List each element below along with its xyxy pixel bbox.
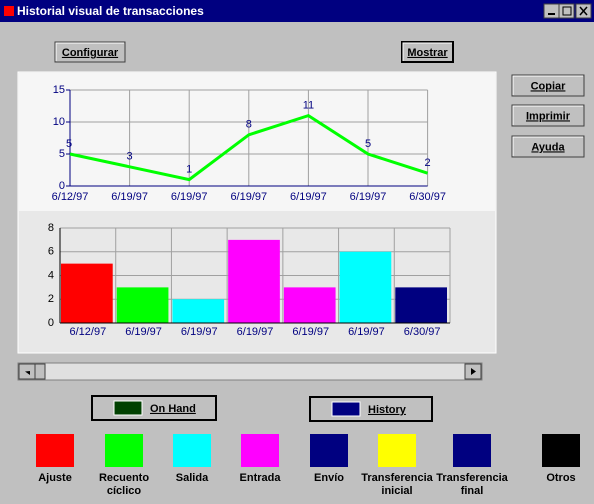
y-tick-label: 8: [48, 222, 54, 234]
y-tick-label: 0: [48, 317, 54, 329]
legend-label: Recuento: [99, 472, 149, 484]
button-label: Configurar: [62, 47, 119, 59]
scrollbar[interactable]: [17, 362, 483, 381]
x-tick-label: 6/19/97: [237, 326, 274, 338]
y-tick-label: 10: [53, 116, 65, 128]
x-tick-label: 6/12/97: [70, 326, 107, 338]
legend-swatch: [310, 434, 348, 467]
data-label: 5: [365, 138, 371, 150]
title-bar: [0, 0, 594, 22]
button-label: On Hand: [150, 403, 196, 415]
bar: [339, 251, 392, 323]
legend-label: cíclico: [107, 485, 142, 497]
y-tick-label: 15: [53, 84, 65, 96]
x-tick-label: 6/19/97: [125, 326, 162, 338]
button[interactable]: [511, 135, 585, 158]
bar: [283, 287, 336, 323]
button[interactable]: [511, 74, 585, 97]
bar: [395, 287, 447, 323]
button-label: Ayuda: [531, 141, 565, 153]
button[interactable]: [309, 396, 433, 422]
button-highlight: [512, 136, 583, 156]
y-tick-label: 2: [48, 293, 54, 305]
window-title: Historial visual de transacciones: [17, 4, 204, 18]
legend-label: Transferencia: [361, 472, 433, 484]
button[interactable]: [54, 41, 126, 63]
button-label: Copiar: [531, 80, 567, 92]
legend-swatch: [241, 434, 279, 467]
close-glyph: [579, 6, 588, 16]
legend-swatch: [105, 434, 143, 467]
button-highlight: [512, 105, 583, 125]
bar: [116, 287, 169, 323]
data-label: 1: [186, 164, 192, 176]
button[interactable]: [511, 104, 585, 127]
line-series: [69, 113, 429, 182]
legend-label: final: [461, 485, 484, 497]
x-tick-label: 6/12/97: [52, 191, 89, 203]
y-tick-label: 0: [59, 180, 65, 192]
legend-swatch: [378, 434, 416, 467]
button-label: History: [368, 404, 407, 416]
legend-label: Transferencia: [436, 472, 508, 484]
legend-label: Salida: [176, 472, 209, 484]
data-label: 2: [425, 157, 431, 169]
minimize[interactable]: [543, 3, 560, 19]
x-tick-label: 6/19/97: [350, 191, 387, 203]
button[interactable]: [91, 395, 217, 421]
legend-label: Otros: [546, 472, 575, 484]
legend-swatch: [453, 434, 491, 467]
window-controls: [543, 3, 592, 19]
x-tick-label: 6/30/97: [404, 326, 441, 338]
x-tick-label: 6/19/97: [181, 326, 218, 338]
arrow-right: [471, 368, 476, 375]
scroll-thumb[interactable]: [34, 363, 46, 380]
legend-label: Ajuste: [38, 472, 72, 484]
legend-swatch: [36, 434, 74, 467]
button-icon: [113, 400, 143, 416]
data-label: 5: [66, 138, 72, 150]
y-tick-label: 5: [59, 148, 65, 160]
bar: [61, 263, 113, 323]
maximize[interactable]: [558, 3, 575, 19]
arrow-left: [25, 371, 30, 375]
button[interactable]: [401, 41, 454, 63]
x-tick-label: 6/19/97: [230, 191, 267, 203]
bar: [228, 239, 280, 323]
data-label: 3: [127, 151, 133, 163]
bar: [172, 299, 225, 323]
y-tick-label: 6: [48, 246, 54, 258]
button-icon: [331, 401, 361, 417]
button-label: Mostrar: [407, 47, 448, 59]
legend-label: inicial: [381, 485, 412, 497]
x-tick-label: 6/19/97: [292, 326, 329, 338]
max-glyph: [562, 6, 572, 16]
legend-label: Envío: [314, 472, 344, 484]
x-tick-label: 6/30/97: [409, 191, 446, 203]
button-highlight: [512, 75, 583, 95]
legend-swatch: [173, 434, 211, 467]
button-highlight: [402, 42, 452, 61]
x-tick-label: 6/19/97: [111, 191, 148, 203]
x-tick-label: 6/19/97: [290, 191, 327, 203]
button-highlight: [55, 42, 124, 61]
app-icon: [4, 6, 14, 16]
button-label: Imprimir: [526, 110, 571, 122]
data-label: 11: [303, 100, 314, 112]
y-tick-label: 4: [48, 269, 54, 281]
legend-label: Entrada: [240, 472, 282, 484]
line-panel: [19, 73, 495, 211]
x-tick-label: 6/19/97: [171, 191, 208, 203]
data-label: 8: [246, 119, 252, 131]
legend-swatch: [542, 434, 580, 467]
x-tick-label: 6/19/97: [348, 326, 385, 338]
